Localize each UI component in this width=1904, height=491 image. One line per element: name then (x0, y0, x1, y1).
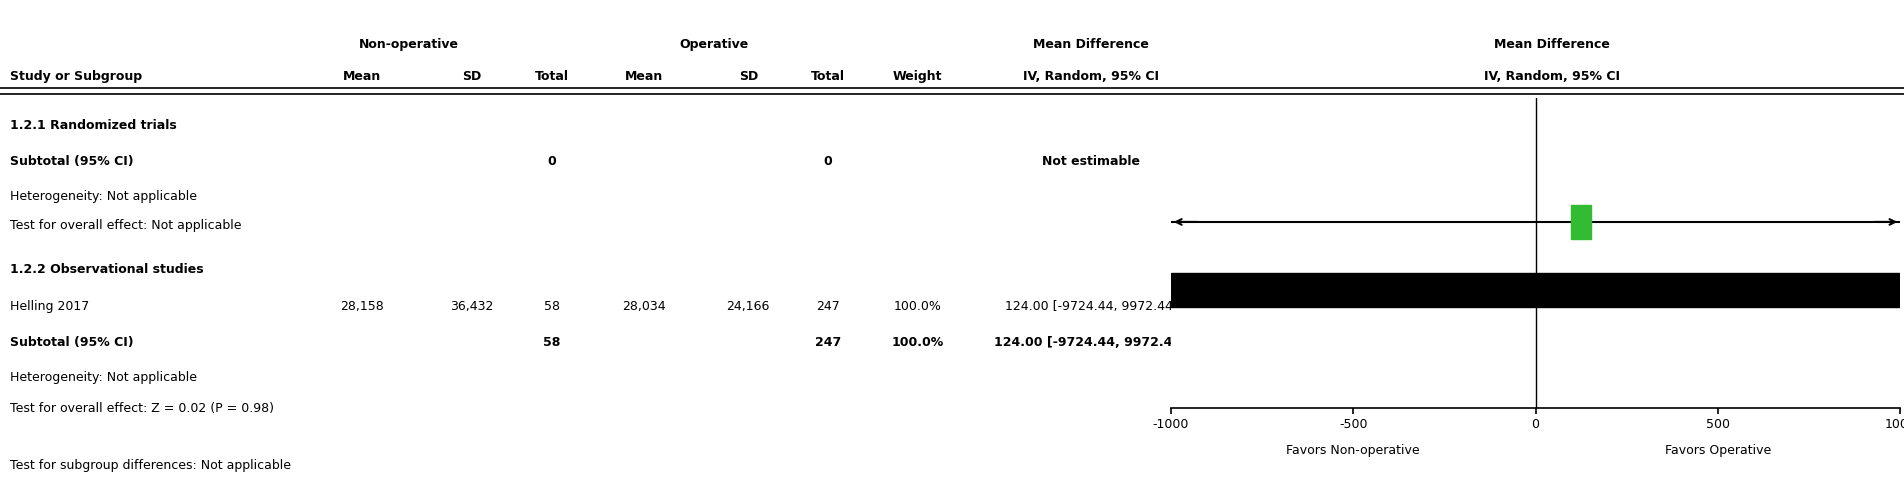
Text: 24,166: 24,166 (727, 300, 769, 313)
Text: 124.00 [-9724.44, 9972.44]: 124.00 [-9724.44, 9972.44] (1005, 300, 1177, 313)
Text: 0: 0 (548, 155, 556, 167)
Text: SD: SD (463, 70, 482, 82)
Text: 58: 58 (545, 300, 560, 313)
Text: Helling 2017: Helling 2017 (10, 300, 89, 313)
Text: 1.2.2 Observational studies: 1.2.2 Observational studies (10, 263, 204, 275)
Text: Test for overall effect: Not applicable: Test for overall effect: Not applicable (10, 219, 242, 232)
Bar (1171, 273, 1900, 307)
Text: Mean Difference: Mean Difference (1495, 38, 1609, 51)
Text: 124.00 [-9724.44, 9972.44]: 124.00 [-9724.44, 9972.44] (994, 336, 1188, 349)
Text: Mean: Mean (625, 70, 663, 82)
Text: Study or Subgroup: Study or Subgroup (10, 70, 141, 82)
Text: 100.0%: 100.0% (891, 336, 944, 349)
Text: Subtotal (95% CI): Subtotal (95% CI) (10, 336, 133, 349)
Text: Test for overall effect: Z = 0.02 (P = 0.98): Test for overall effect: Z = 0.02 (P = 0… (10, 402, 274, 415)
Text: 0: 0 (824, 155, 832, 167)
Text: 58: 58 (543, 336, 562, 349)
Text: Not estimable: Not estimable (1041, 155, 1140, 167)
Text: 36,432: 36,432 (451, 300, 493, 313)
Text: IV, Random, 95% CI: IV, Random, 95% CI (1483, 70, 1620, 82)
Text: Total: Total (535, 70, 569, 82)
Text: Operative: Operative (680, 38, 748, 51)
Text: Mean: Mean (343, 70, 381, 82)
Text: Heterogeneity: Not applicable: Heterogeneity: Not applicable (10, 190, 196, 203)
Text: Favors Operative: Favors Operative (1664, 444, 1771, 457)
Text: 1.2.1 Randomized trials: 1.2.1 Randomized trials (10, 119, 177, 132)
Text: IV, Random, 95% CI: IV, Random, 95% CI (1022, 70, 1160, 82)
Text: SD: SD (739, 70, 758, 82)
Text: Favors Non-operative: Favors Non-operative (1287, 444, 1420, 457)
Text: Test for subgroup differences: Not applicable: Test for subgroup differences: Not appli… (10, 459, 291, 472)
Text: 28,034: 28,034 (623, 300, 664, 313)
Text: Mean Difference: Mean Difference (1034, 38, 1148, 51)
Text: 100.0%: 100.0% (893, 300, 942, 313)
Text: Weight: Weight (893, 70, 942, 82)
Text: Non-operative: Non-operative (360, 38, 459, 51)
Text: Heterogeneity: Not applicable: Heterogeneity: Not applicable (10, 371, 196, 383)
Text: Total: Total (811, 70, 845, 82)
Text: 247: 247 (815, 336, 842, 349)
Text: 28,158: 28,158 (341, 300, 383, 313)
Bar (1571, 205, 1592, 239)
Text: 247: 247 (817, 300, 840, 313)
Text: Subtotal (95% CI): Subtotal (95% CI) (10, 155, 133, 167)
